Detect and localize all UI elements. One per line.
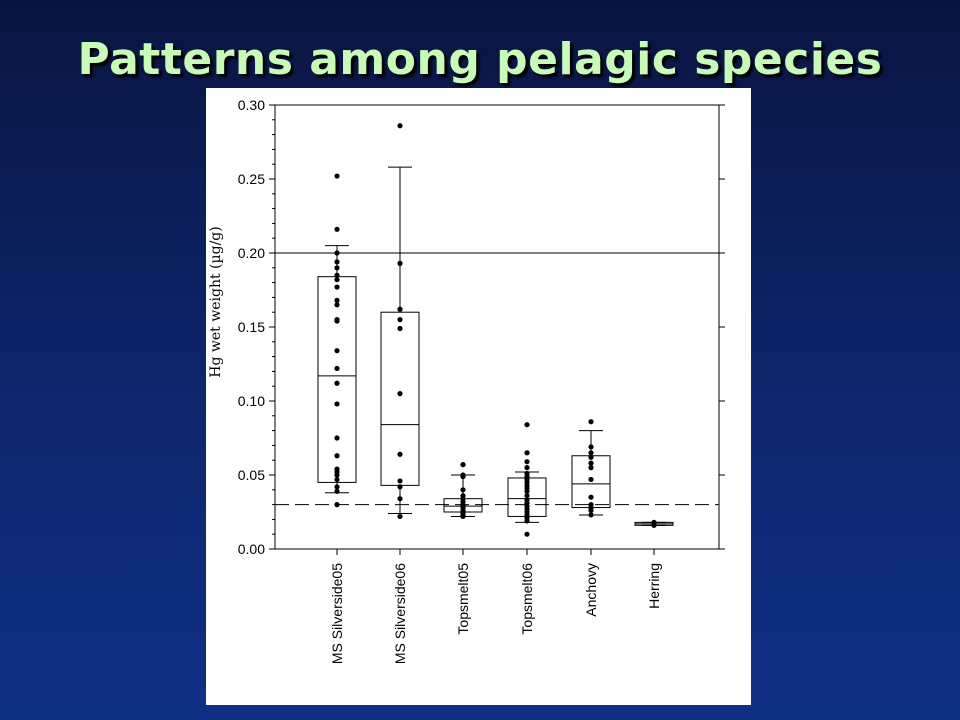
data-point (397, 484, 403, 490)
data-point (334, 318, 340, 324)
data-point (334, 365, 340, 372)
data-point (397, 451, 403, 457)
data-point (588, 476, 594, 483)
chart-panel: 0.00 0.05 0.10 0.15 0.20 0.25 0.30 MS Silversi… (206, 88, 751, 705)
x-category-label: Topsmelt05 (455, 563, 471, 635)
data-point (334, 453, 340, 459)
box-iqr (317, 276, 357, 483)
data-point (588, 512, 594, 518)
data-point (651, 522, 657, 528)
data-point (334, 472, 340, 478)
data-point (334, 226, 340, 232)
y-tick-label: 0.05 (238, 467, 265, 483)
data-point (460, 513, 466, 520)
data-point (588, 460, 594, 466)
data-point (397, 123, 403, 129)
data-point (334, 302, 340, 308)
x-category-label: Herring (646, 563, 662, 609)
data-point (397, 513, 403, 520)
x-category-label: Topsmelt06 (519, 563, 535, 635)
data-point (334, 265, 340, 271)
data-point (334, 259, 340, 265)
data-point (524, 488, 530, 494)
data-point (334, 380, 340, 386)
data-point (524, 422, 530, 428)
box-iqr (380, 311, 420, 486)
data-point (334, 173, 340, 179)
data-point (334, 484, 340, 490)
data-point (524, 493, 530, 499)
data-point (334, 277, 340, 283)
x-category-label: MS Silverside05 (329, 563, 345, 664)
data-point (524, 450, 530, 456)
data-point (334, 401, 340, 407)
data-point (397, 260, 403, 266)
data-point (334, 297, 340, 303)
data-point (588, 454, 594, 460)
y-tick-label: 0.00 (238, 541, 265, 557)
data-point (397, 306, 403, 312)
y-tick-label: 0.20 (238, 245, 265, 261)
data-point (460, 487, 466, 493)
data-point (334, 272, 340, 278)
data-point (334, 250, 340, 256)
data-point (524, 465, 530, 471)
data-point (588, 507, 594, 514)
data-point (334, 348, 340, 354)
reference-lines (275, 252, 719, 506)
x-category-label: Anchovy (583, 563, 599, 617)
y-tick-label: 0.15 (238, 319, 265, 335)
data-point (588, 494, 594, 500)
data-point (524, 459, 530, 465)
data-point (588, 450, 594, 456)
data-point (460, 473, 466, 480)
data-point (397, 391, 403, 397)
y-axis-label: Hg wet weight (µg/g) (208, 226, 224, 377)
data-point (588, 419, 594, 425)
data-point (524, 531, 530, 537)
slide-title: Patterns among pelagic species (77, 34, 883, 85)
data-point (588, 465, 594, 471)
data-points (334, 123, 657, 537)
box-plot-chart: 0.00 0.05 0.10 0.15 0.20 0.25 0.30 MS Silversi… (208, 97, 725, 664)
data-point (397, 496, 403, 502)
box-series (317, 166, 674, 526)
data-point (460, 462, 466, 468)
x-category-label: MS Silverside06 (392, 563, 408, 664)
y-tick-label: 0.30 (238, 97, 265, 113)
y-tick-label: 0.10 (238, 393, 265, 409)
data-point (334, 502, 340, 508)
data-point (524, 518, 530, 524)
data-point (334, 435, 340, 441)
x-axis: MS Silverside05 MS Silverside06 Topsmelt05… (329, 549, 662, 664)
data-point (334, 476, 340, 483)
y-tick-label: 0.25 (238, 171, 265, 187)
data-point (397, 325, 403, 332)
data-point (334, 488, 340, 494)
y-axis: 0.00 0.05 0.10 0.15 0.20 0.25 0.30 (238, 97, 725, 557)
data-point (588, 444, 594, 450)
data-point (397, 478, 403, 484)
data-point (397, 317, 403, 323)
data-point (334, 284, 340, 290)
